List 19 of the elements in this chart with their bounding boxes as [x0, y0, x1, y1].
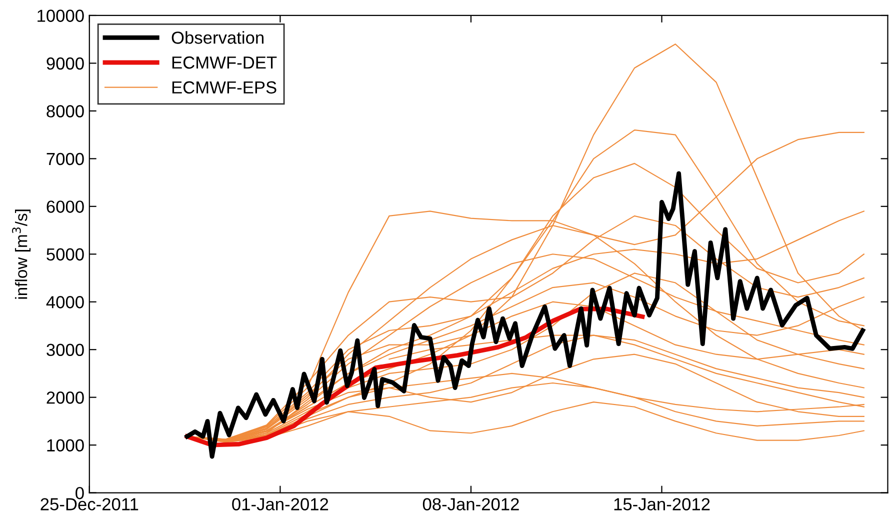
y-tick-label: 6000	[46, 200, 84, 213]
y-tick-label: 3000	[46, 344, 84, 356]
y-tick-label: 10000	[38, 10, 84, 22]
legend-label: Observation	[172, 31, 264, 44]
x-tick-label: 25-Dec-2011	[40, 498, 138, 510]
y-tick-label: 0	[76, 486, 84, 500]
x-tick-label: 01-Jan-2012	[232, 498, 328, 510]
legend-label: ECMWF-EPS	[172, 81, 276, 94]
y-tick-label: 7000	[46, 152, 84, 166]
y-tick-label: 4000	[46, 296, 84, 308]
y-tick-label: 9000	[46, 57, 84, 70]
y-tick-label: 2000	[46, 391, 84, 404]
y-tick-label: 5000	[46, 248, 84, 261]
x-tick-label: 15-Jan-2012	[614, 498, 710, 510]
y-axis-title: inflow [m$^{3}$/s]	[12, 210, 31, 299]
y-tick-label: 8000	[46, 105, 84, 118]
legend-label: ECMWF-DET	[172, 56, 277, 69]
y-tick-label: 1000	[47, 439, 84, 452]
x-tick-label: 08-Jan-2012	[422, 498, 519, 510]
